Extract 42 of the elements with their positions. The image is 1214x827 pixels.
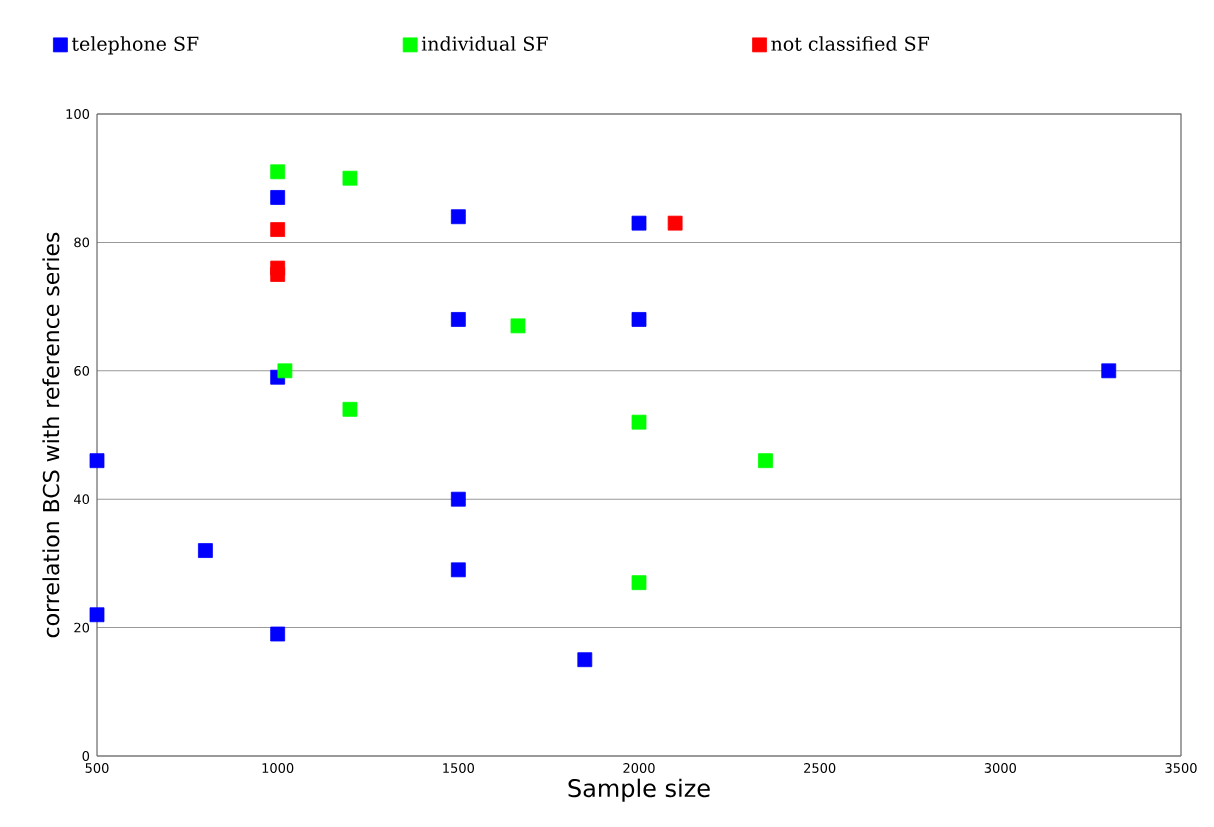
x-tick-label: 3500: [1165, 763, 1197, 773]
point: [667, 215, 683, 231]
legend-label: individual SF: [421, 36, 548, 51]
point: [270, 626, 286, 642]
point: [631, 312, 647, 327]
point: [450, 491, 466, 507]
point: [450, 562, 466, 578]
point: [198, 543, 213, 558]
point: [277, 363, 293, 379]
y-tick-label: 20: [74, 622, 90, 633]
x-tick-label: 1500: [443, 763, 474, 773]
y-tick-label: 40: [74, 494, 90, 505]
point: [270, 267, 286, 282]
point: [631, 575, 647, 591]
point: [342, 170, 358, 186]
point: [631, 414, 647, 430]
point: [270, 164, 286, 180]
point: [342, 401, 358, 417]
point: [450, 209, 466, 225]
point: [89, 607, 105, 623]
x-tick-label: 3000: [984, 763, 1016, 773]
x-axis-title: Sample size: [568, 778, 710, 802]
legend-label: telephone SF: [71, 36, 199, 55]
point: [1101, 363, 1117, 379]
x-tick-label: 500: [85, 763, 109, 773]
point: [450, 312, 466, 327]
y-tick-label: 80: [74, 237, 90, 248]
legend-label: not classified SF: [771, 36, 930, 51]
x-tick-label: 1000: [262, 763, 294, 773]
y-axis-title: correlation BCS with reference series: [42, 232, 60, 638]
point: [89, 453, 105, 469]
point: [631, 215, 647, 231]
point: [510, 318, 526, 334]
point: [577, 652, 593, 668]
point: [270, 190, 286, 205]
y-tick-label: 0: [82, 751, 90, 761]
y-tick-label: 100: [66, 109, 90, 119]
x-tick-label: 2500: [804, 763, 836, 773]
point: [758, 453, 773, 469]
point: [270, 222, 286, 237]
x-tick-label: 2000: [623, 763, 655, 773]
y-tick-label: 60: [74, 365, 90, 376]
